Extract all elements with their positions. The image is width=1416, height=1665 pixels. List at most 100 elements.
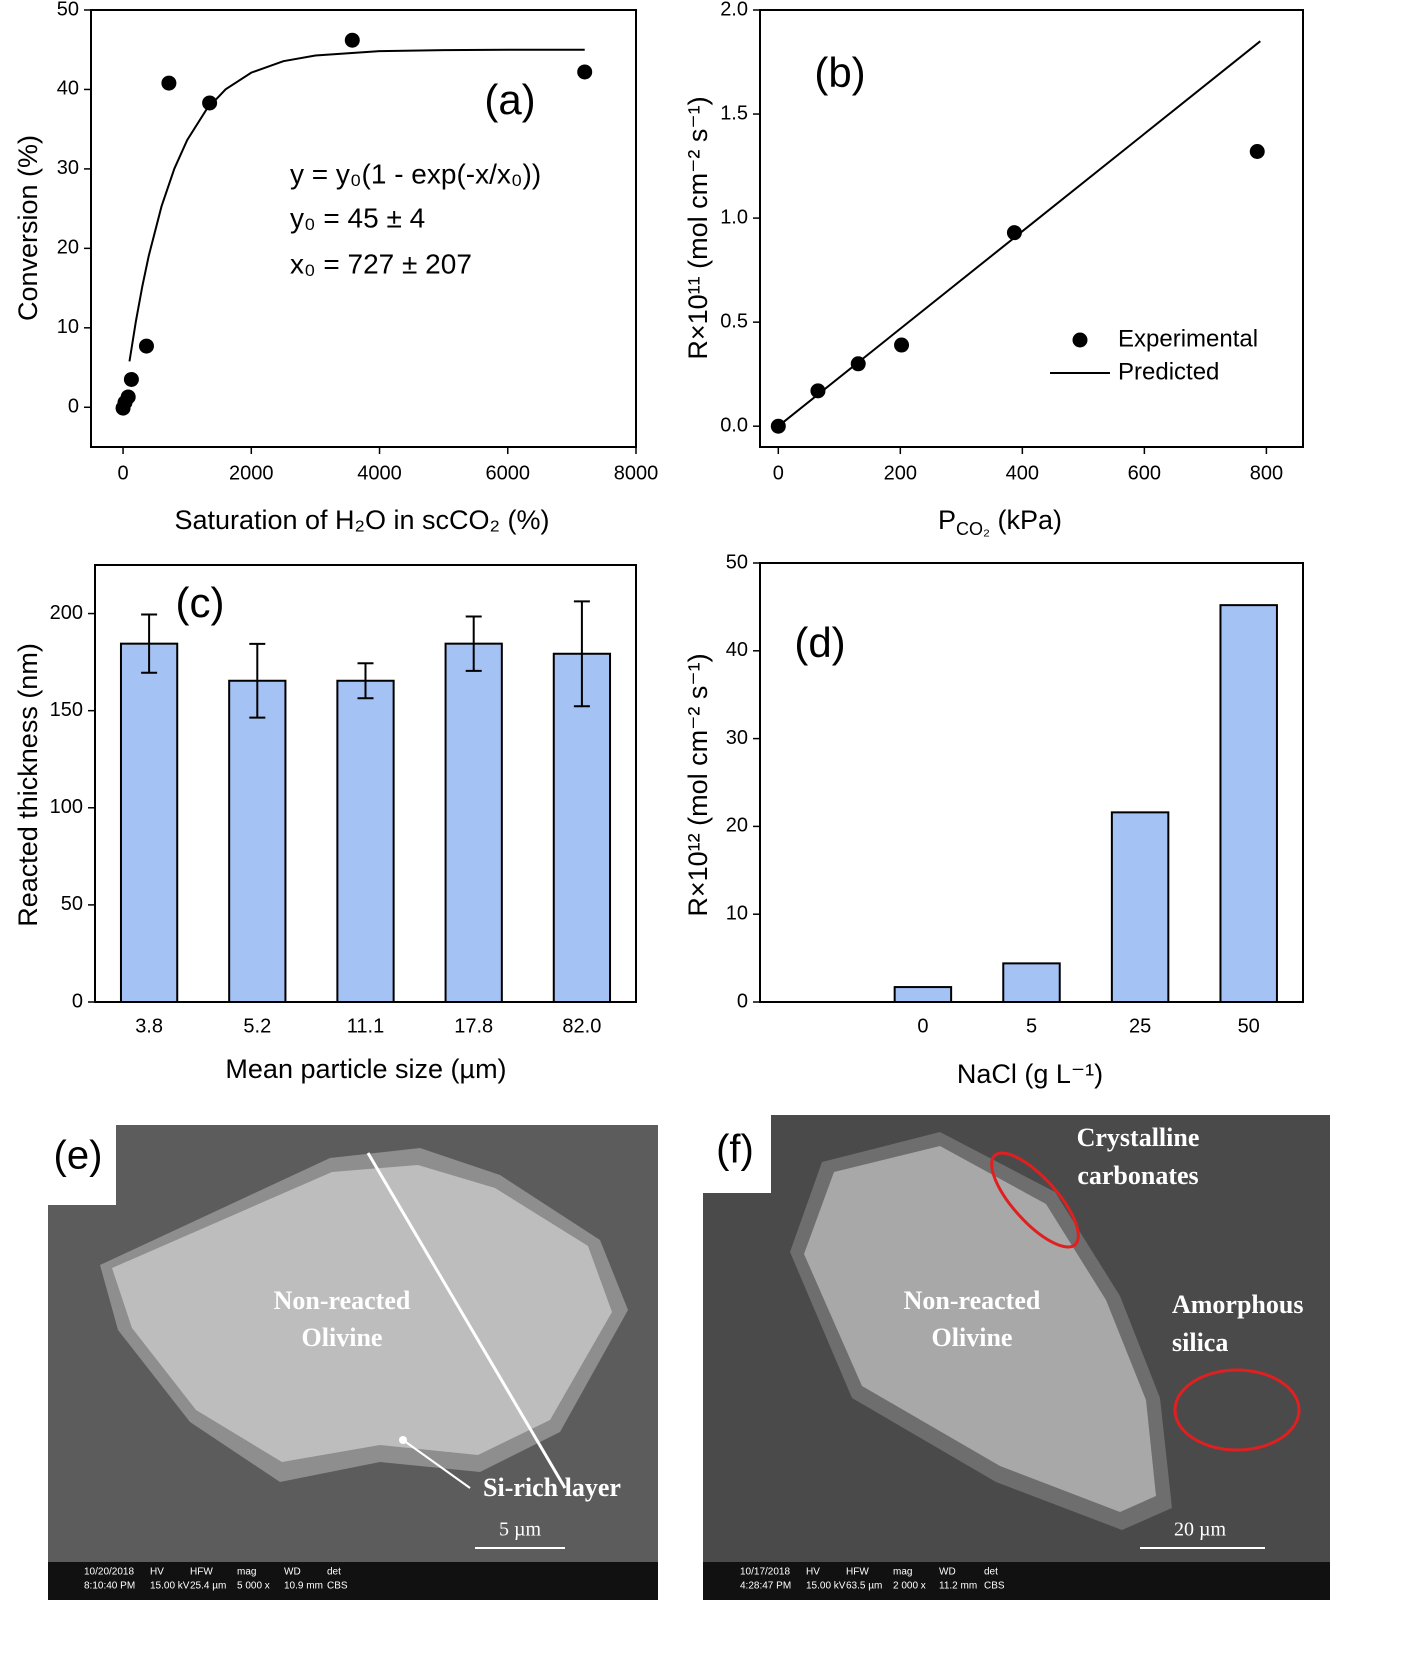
profile-line	[366, 1152, 567, 1489]
label-part: (kPa)	[990, 505, 1062, 535]
info-bar-text: CBS	[327, 1581, 348, 1592]
data-point	[894, 337, 910, 353]
sem-image-f: (f) Crystalline carbonates Non-reacted O…	[703, 1105, 1330, 1600]
plot-frame	[759, 9, 1304, 448]
plot-frame	[90, 9, 637, 448]
x-axis-label: Saturation of H₂O in scCO₂ (%)	[174, 505, 549, 535]
annotation: (c)	[176, 579, 225, 626]
info-bar-text: det	[984, 1567, 998, 1578]
y-tick-label: 200	[50, 602, 83, 624]
annotation: y = y₀(1 - exp(-x/x₀))	[290, 158, 541, 189]
annotation: Non-reacted	[904, 1286, 1041, 1315]
data-point	[1006, 225, 1022, 241]
panel-label: (f)	[716, 1128, 754, 1172]
annotation: Olivine	[302, 1323, 383, 1352]
x-tick-label: 11.1	[347, 1015, 384, 1037]
annotation: Si-rich layer	[483, 1473, 621, 1502]
x-tick-label: 600	[1128, 462, 1161, 484]
chart: 0.0 0.5 1.0 1.5 2.0 0 200 400 600 800 PCO₂ (kPa) R×…	[683, 0, 1304, 539]
bar	[1110, 811, 1170, 1003]
info-bar-text: det	[327, 1567, 341, 1578]
annotation: Amorphous	[1172, 1290, 1303, 1319]
y-tick-label: 50	[61, 893, 83, 915]
y-tick-label: 20	[726, 815, 748, 837]
info-bar-text: CBS	[984, 1581, 1005, 1592]
info-bar-text: 2 000 x	[893, 1581, 926, 1592]
bar	[336, 679, 395, 1004]
info-bar-text: 10/17/2018	[740, 1567, 790, 1578]
data-point	[344, 32, 360, 48]
data-point	[161, 75, 177, 91]
highlight-ellipse	[1173, 1368, 1301, 1452]
y-axis-label: Conversion (%)	[13, 135, 43, 321]
bar	[444, 642, 503, 1003]
label-box	[703, 1105, 771, 1193]
x-tick-label: 5.2	[243, 1015, 271, 1037]
legend-label: Predicted	[1118, 358, 1219, 385]
y-tick-label: 50	[57, 0, 79, 20]
bar	[893, 986, 953, 1003]
data-point	[123, 371, 139, 387]
bar	[552, 652, 612, 1004]
annotation: x₀ = 727 ± 207	[290, 248, 472, 279]
bar	[228, 679, 287, 1004]
legend-marker	[1072, 332, 1088, 348]
panel-label: (e)	[54, 1134, 103, 1178]
sem-image-e: (e) Non-reacted Olivine Si-rich layer 5 …	[48, 1105, 658, 1600]
y-tick-label: 10	[57, 316, 79, 338]
data-point	[577, 64, 593, 80]
y-axis-label: R×10¹² (mol cm⁻² s⁻¹)	[683, 653, 713, 916]
info-bar-text: 25.4 µm	[190, 1581, 226, 1592]
y-tick-label: 20	[57, 237, 79, 259]
info-bar-text: 10.9 mm	[284, 1581, 323, 1592]
data-point	[138, 338, 154, 354]
bar	[1219, 604, 1278, 1003]
y-axis-label: Reacted thickness (nm)	[13, 643, 43, 927]
info-bar-text: mag	[237, 1567, 256, 1578]
y-tick-label: 1.5	[720, 102, 748, 124]
info-bar-text: 5 000 x	[237, 1581, 270, 1592]
y-tick-label: 0	[737, 990, 748, 1012]
x-tick-label: 5	[1026, 1015, 1037, 1037]
info-bar-text: 10/20/2018	[84, 1567, 134, 1578]
bar	[1002, 962, 1061, 1003]
annotation: carbonates	[1077, 1161, 1198, 1190]
chart: 0 10 20 30 40 50 0 2000 4000 6000 8000 Saturation o…	[13, 0, 658, 535]
x-tick-label: 6000	[486, 462, 531, 484]
y-tick-label: 100	[50, 796, 83, 818]
info-bar-text: 11.2 mm	[939, 1581, 977, 1592]
info-bar	[48, 1562, 658, 1600]
info-bar-text: 4:28:47 PM	[740, 1581, 791, 1592]
scale-label: 5 µm	[499, 1519, 542, 1541]
y-tick-label: 30	[57, 157, 79, 179]
x-tick-label: 2000	[229, 462, 274, 484]
label-box	[48, 1105, 116, 1205]
y-tick-label: 40	[57, 78, 79, 100]
x-tick-label: 400	[1006, 462, 1039, 484]
annotation: Olivine	[932, 1323, 1013, 1352]
data-point	[810, 383, 826, 399]
x-tick-label: 4000	[357, 462, 402, 484]
fit-line	[777, 40, 1261, 427]
info-bar-text: HFW	[846, 1567, 869, 1578]
y-tick-label: 2.0	[720, 0, 748, 20]
label-part: P	[938, 505, 956, 535]
info-bar-text: 15.00 kV	[806, 1581, 846, 1592]
y-tick-label: 1.0	[720, 206, 748, 228]
y-tick-label: 150	[50, 699, 83, 721]
info-bar-text: WD	[284, 1567, 301, 1578]
x-axis-label: PCO₂ (kPa)	[938, 505, 1062, 539]
info-bar-text: HFW	[190, 1567, 213, 1578]
annotation: (a)	[484, 76, 535, 123]
annotation: y₀ = 45 ± 4	[290, 202, 425, 233]
fit-line	[128, 48, 585, 362]
pointer	[402, 1439, 471, 1489]
x-tick-label: 3.8	[135, 1015, 163, 1037]
y-tick-label: 50	[726, 551, 748, 573]
x-tick-label: 0	[773, 462, 784, 484]
y-tick-label: 0	[68, 396, 79, 418]
x-tick-label: 50	[1238, 1015, 1260, 1037]
scale-label: 20 µm	[1174, 1519, 1227, 1541]
